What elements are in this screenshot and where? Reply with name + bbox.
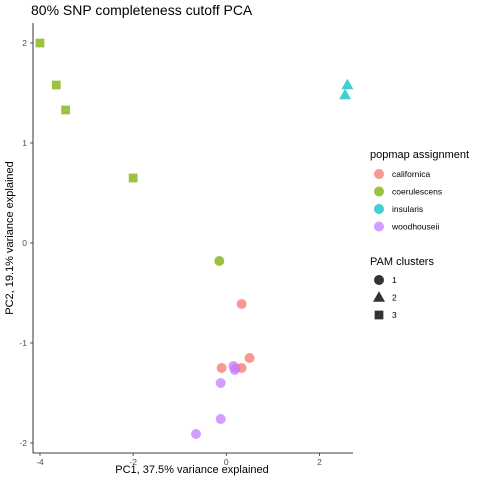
data-point [61,105,70,115]
legend-key-cluster-2 [373,291,385,302]
legend-label-insularis: insularis [392,204,423,214]
x-axis-title: PC1, 37.5% variance explained [115,464,268,476]
chart-title: 80% SNP completeness cutoff PCA [31,2,253,18]
y-tick-label: 2 [22,38,27,48]
data-point [339,88,352,100]
data-point [215,414,226,424]
legend-key-cluster-3 [374,310,384,320]
legend-label-cluster-3: 3 [392,310,397,320]
data-point [128,173,138,183]
data-point [216,363,227,373]
y-axis-title: PC2, 19.1% variance explained [4,161,16,314]
color-legend: californica coerulescens insularis woodhous… [374,169,442,232]
y-tick-label: 0 [22,238,27,248]
shape-legend-title: PAM clusters [370,256,434,268]
legend-key-woodhouseii [374,221,384,232]
x-tick-label: -4 [36,457,44,467]
legend-key-californica [374,169,384,179]
x-tick-label: -2 [129,457,137,467]
y-tick-label: -1 [19,338,27,348]
data-point [51,80,61,90]
data-point [244,353,255,363]
data-point [35,38,45,48]
x-tick-label: 2 [317,457,322,467]
y-tick-label: 1 [22,138,27,148]
legend-label-californica: californica [392,169,431,179]
data-point [341,78,354,90]
shape-legend: 1 2 3 [373,275,397,320]
legend-label-cluster-1: 1 [392,275,397,285]
color-legend-title: popmap assignment [370,149,469,161]
legend-label-coerulescens: coerulescens [392,187,442,197]
legend-label-cluster-2: 2 [392,293,397,303]
data-point [214,256,225,266]
data-points [35,38,354,439]
x-tick-label: 0 [224,457,229,467]
y-ticks: -2 -1 0 1 2 [19,38,33,448]
data-point [236,299,247,309]
legend-key-insularis [374,204,384,214]
data-point [191,429,202,439]
data-point [229,365,240,375]
legend-key-cluster-1 [374,275,384,285]
x-ticks: -4 -2 0 2 [36,453,322,467]
y-tick-label: -2 [19,438,27,448]
legend-label-woodhouseii: woodhouseii [391,222,439,232]
data-point [215,378,226,388]
legend-key-coerulescens [374,186,384,197]
